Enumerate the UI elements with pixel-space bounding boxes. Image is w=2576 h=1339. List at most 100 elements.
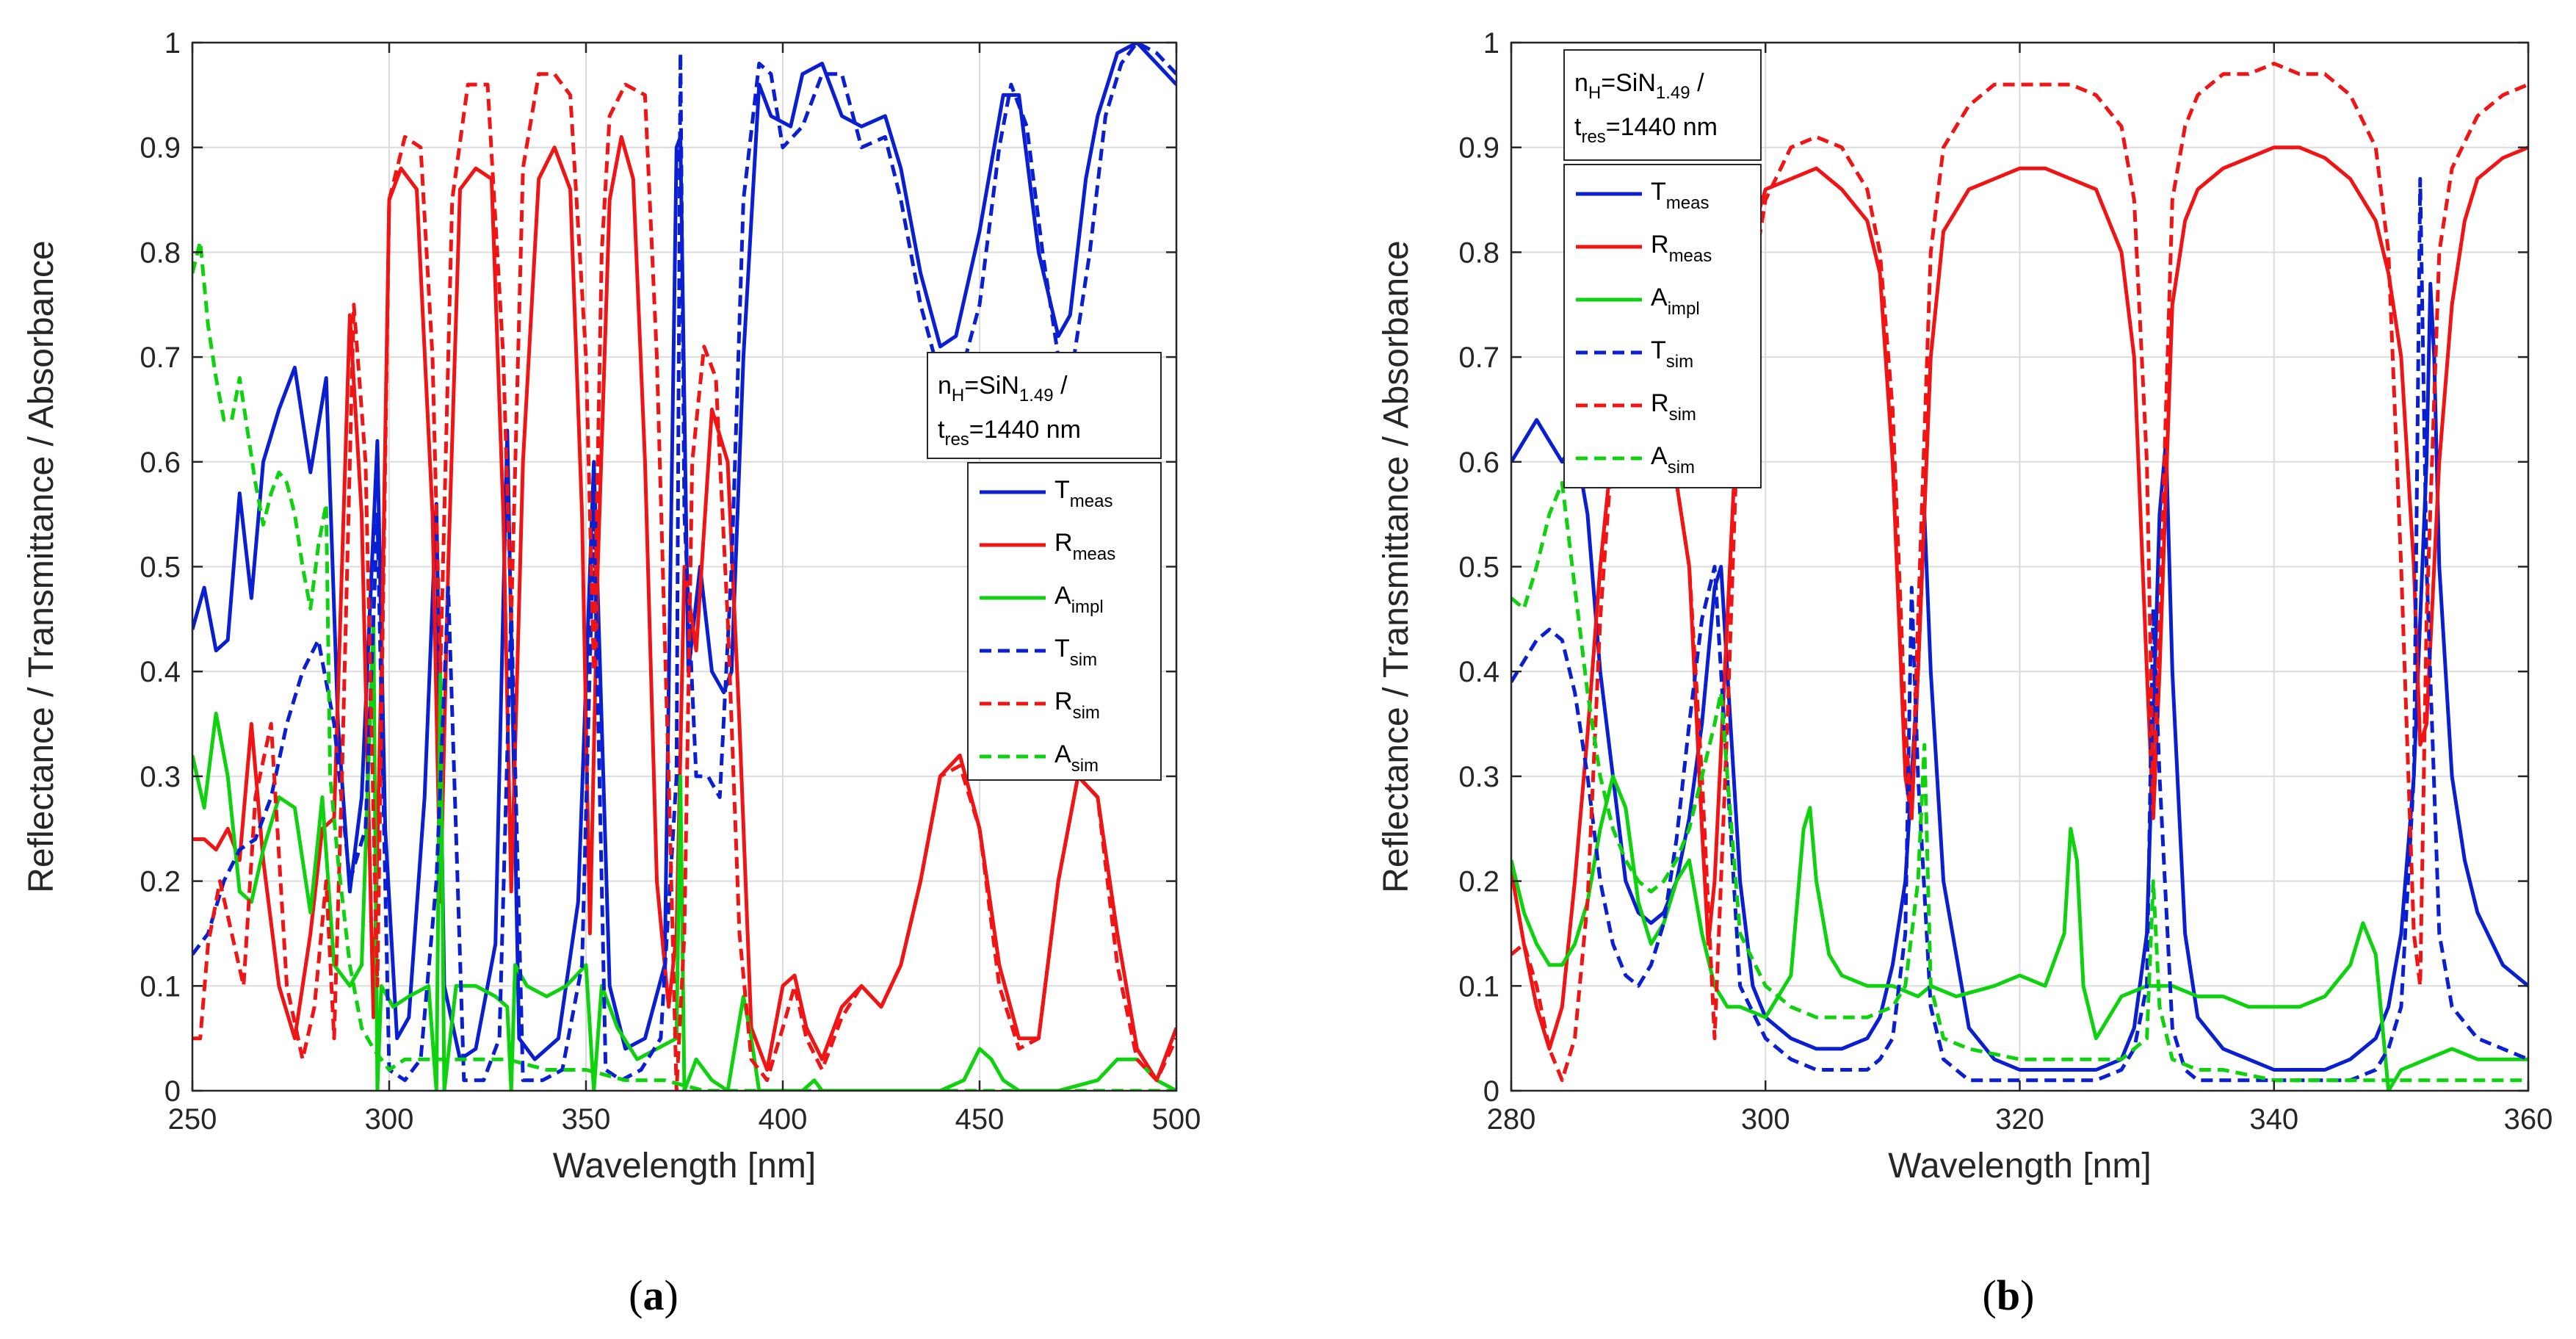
text-part: n [1574,69,1588,97]
text-part: =1440 nm [1606,113,1718,141]
series-line-T-sim [1511,177,2528,1083]
y-tick-label: 0.1 [140,970,181,1003]
legend-label: Aimpl [1651,284,1700,319]
series-line-T-meas [192,43,1176,1061]
annotation-frame [927,352,1162,459]
series-line-A-impl [192,617,1176,1091]
legend-label: Asim [1054,740,1099,776]
text-part: res [944,430,969,450]
annotation-line-2: tres=1440 nm [938,416,1081,450]
series-group [192,43,1176,1091]
series-line-A-sim [192,239,1176,1091]
text-part: / [1054,372,1068,400]
text-part: 1.49 [1019,386,1054,405]
y-tick-label: 0.8 [140,237,181,269]
x-tick-label: 300 [365,1103,414,1136]
legend-label: Tmeas [1651,178,1709,213]
x-tick-label: 340 [2249,1103,2298,1136]
text-part: impl [1668,299,1700,319]
legend-item-A-impl: Aimpl [1576,284,1700,319]
legend-item-A-sim: Asim [1576,442,1695,477]
y-tick-label: 0.6 [140,447,181,479]
x-tick-label: 250 [168,1103,217,1136]
y-tick-label: 0.2 [1458,866,1499,898]
x-axis-label: Wavelength [nm] [1888,1147,2151,1185]
text-part: / [1690,69,1704,97]
legend-item-R-meas: Rmeas [1576,231,1712,266]
y-tick-label: 0.4 [140,656,181,688]
text-part: t [938,416,945,444]
series-line-T-sim [192,43,1176,1083]
text-part: A [1651,442,1668,470]
text-part: =SiN [1601,69,1656,97]
x-tick-label: 280 [1487,1103,1536,1136]
text-part: ) [665,1271,679,1319]
text-part: T [1054,635,1070,663]
legend-frame [1563,164,1762,488]
legend-label: Asim [1651,442,1695,477]
legend-label: Aimpl [1054,582,1104,617]
x-tick-label: 350 [562,1103,611,1136]
text-part: sim [1070,650,1097,670]
text-part: A [1054,740,1071,768]
annotation-box: nH=SiN1.49 / tres=1440 nm [927,352,1162,459]
y-tick-label: 0.8 [1458,237,1499,269]
legend-label: Rsim [1054,687,1100,723]
text-part: =1440 nm [969,416,1081,444]
legend-label: Rmeas [1054,529,1115,564]
y-tick-label: 0.6 [1458,447,1499,479]
annotation-line-2: tres=1440 nm [1574,113,1718,147]
text-part: sim [1668,458,1695,477]
text-part: sim [1071,756,1099,776]
legend-item-T-meas: Tmeas [1576,178,1709,213]
text-part: R [1054,687,1073,715]
legend-label: Tmeas [1054,476,1112,511]
legend-item-R-sim: Rsim [980,687,1100,723]
text-part: =SiN [964,372,1019,400]
panel-caption: (a) [629,1271,679,1319]
annotation-frame [1563,49,1762,161]
legend-label: Tsim [1651,336,1693,372]
series-line-R-sim [192,72,1176,1091]
legend-item-A-sim: Asim [980,740,1099,776]
annotation-line-1: nH=SiN1.49 / [938,372,1068,405]
legend-item-A-impl: Aimpl [980,582,1104,617]
legend-item-T-sim: Tsim [980,635,1097,670]
annotation-line-1: nH=SiN1.49 / [1574,69,1704,103]
y-tick-label: 1 [164,27,181,59]
y-axis-label: Reflectance / Transmittance / Absorbance [1377,240,1416,892]
y-tick-label: 0.9 [140,132,181,165]
text-part: ( [629,1271,643,1319]
x-tick-label: 500 [1152,1103,1201,1136]
text-part: R [1651,389,1669,417]
y-tick-label: 0 [1483,1075,1499,1108]
text-part: res [1581,127,1605,147]
text-part: meas [1669,246,1712,266]
x-tick-label: 450 [955,1103,1005,1136]
text-part: T [1054,476,1070,504]
annotation-box: nH=SiN1.49 / tres=1440 nm [1563,49,1762,161]
y-axis-label: Reflectance / Transmittance / Absorbance [22,240,61,892]
series-line-T-meas [1511,281,2528,1072]
text-part: n [938,372,952,400]
x-tick-label: 400 [759,1103,808,1136]
y-tick-label: 0.9 [1458,132,1499,165]
y-tick-label: 0.4 [1458,656,1499,688]
x-axis-label: Wavelength [nm] [553,1147,816,1185]
text-part: sim [1073,703,1100,723]
y-tick-label: 0.3 [140,761,181,793]
text-part: A [1651,284,1668,311]
y-tick-label: 0.7 [1458,342,1499,374]
y-tick-label: 0.5 [140,552,181,584]
text-part: H [952,386,964,405]
legend-label: Rmeas [1651,231,1712,266]
text-part: H [1588,83,1601,103]
text-part: sim [1669,405,1696,425]
y-tick-label: 0.3 [1458,761,1499,793]
legend-item-R-sim: Rsim [1576,389,1696,425]
y-tick-label: 0 [164,1075,181,1108]
text-part: meas [1070,491,1113,511]
